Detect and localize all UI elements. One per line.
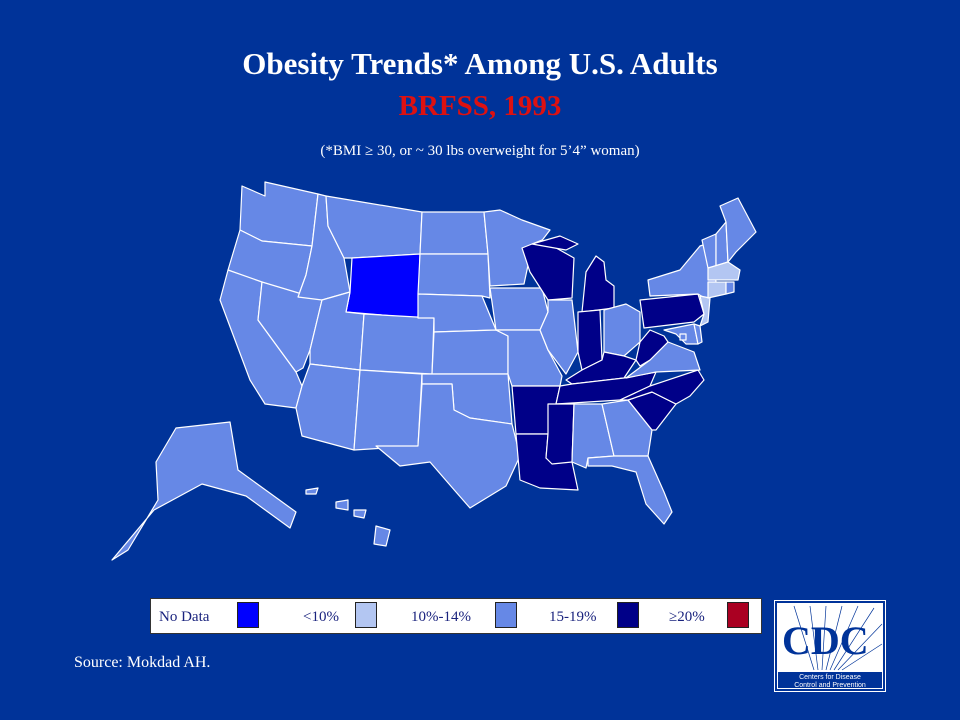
cdc-logo-text: CDC [782, 618, 869, 663]
state-WI [521, 239, 575, 301]
legend-label-ge20: ≥20% [669, 609, 705, 625]
legend-swatch-lt10 [355, 602, 377, 628]
state-TX [375, 383, 521, 509]
source-note: Source: Mokdad AH. [74, 654, 211, 671]
state-CT [707, 281, 727, 299]
legend-label-10-14: 10%-14% [411, 609, 471, 625]
state-PA [639, 293, 705, 329]
state-MS [545, 403, 575, 465]
legend-label-no-data: No Data [159, 609, 210, 625]
state-IL [539, 299, 579, 375]
state-OH [603, 303, 641, 357]
state-ME [719, 197, 757, 263]
cdc-logo-line2: Control and Prevention [794, 682, 866, 689]
map-subtitle: BRFSS, 1993 [398, 90, 562, 122]
state-WY [345, 253, 421, 319]
state-TN [555, 371, 657, 405]
state-DE [693, 323, 703, 345]
legend-swatch-ge20 [727, 602, 749, 628]
cdc-logo: CDC Centers for Disease Control and Prev… [774, 600, 886, 692]
state-MA [707, 261, 741, 281]
legend: No Data <10% 10%-14% 15-19% ≥20% [150, 598, 762, 634]
state-NC [619, 369, 705, 405]
state-MT [325, 195, 423, 259]
state-RI [725, 281, 735, 295]
legend-swatch-no-data [237, 602, 259, 628]
state-IA [489, 287, 549, 331]
state-SD [417, 253, 491, 299]
state-ND [419, 211, 489, 255]
state-KS [431, 329, 509, 375]
state-AK [111, 421, 297, 561]
legend-swatch-10-14 [495, 602, 517, 628]
map-title: Obesity Trends* Among U.S. Adults [242, 46, 718, 81]
state-NM [353, 369, 423, 451]
bmi-note: (*BMI ≥ 30, or ~ 30 lbs overweight for 5… [320, 143, 640, 159]
state-CO [359, 313, 435, 375]
state-MI [531, 235, 615, 313]
state-WV [635, 329, 669, 367]
state-AZ [295, 363, 361, 451]
legend-label-lt10: <10% [303, 609, 339, 625]
state-HI [305, 487, 391, 547]
cdc-logo-line1: Centers for Disease [799, 674, 861, 681]
state-DC [679, 333, 687, 341]
legend-swatch-15-19 [617, 602, 639, 628]
state-FL [587, 455, 673, 525]
state-GA [601, 399, 653, 457]
legend-label-15-19: 15-19% [549, 609, 597, 625]
state-IN [577, 309, 603, 371]
